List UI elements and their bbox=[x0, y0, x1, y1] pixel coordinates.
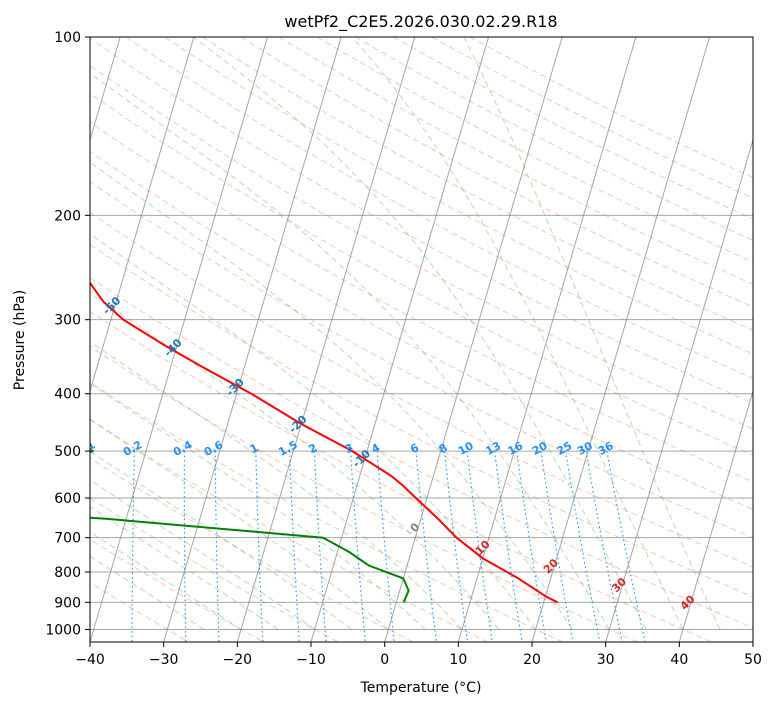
isotherm-line bbox=[90, 37, 195, 393]
moist-adiabat bbox=[90, 382, 426, 630]
x-tick-label: −20 bbox=[223, 652, 253, 668]
dry-adiabat bbox=[278, 37, 753, 285]
dry-adiabat bbox=[90, 244, 753, 598]
y-tick-label: 900 bbox=[54, 595, 81, 611]
x-tick-label: −30 bbox=[149, 652, 179, 668]
mixing-ratio-label: 0.1 bbox=[74, 438, 97, 459]
dry-adiabat bbox=[90, 37, 753, 404]
dry-adiabat bbox=[90, 538, 264, 642]
x-tick-label: 0 bbox=[380, 652, 389, 668]
isotherm-line bbox=[384, 37, 563, 642]
temperature-profile-line bbox=[90, 281, 559, 604]
mixing-ratio-line bbox=[183, 451, 187, 642]
isotherm-line bbox=[90, 37, 121, 142]
mixing-ratio-line bbox=[214, 451, 220, 642]
y-tick-label: 600 bbox=[54, 491, 81, 507]
mixing-ratio-line bbox=[350, 451, 366, 642]
isotherm-line bbox=[90, 37, 269, 642]
dry-adiabat bbox=[90, 212, 753, 568]
dry-adiabat bbox=[164, 37, 753, 355]
y-tick-label: 200 bbox=[54, 208, 81, 224]
mixing-ratio-line bbox=[131, 451, 135, 642]
moist-adiabat bbox=[90, 341, 463, 630]
dry-adiabat bbox=[90, 381, 563, 642]
dry-adiabat bbox=[126, 37, 753, 379]
moist-adiabat bbox=[90, 233, 537, 630]
moist-adiabat bbox=[90, 161, 573, 630]
mixing-ratio-line bbox=[415, 451, 437, 642]
mixing-ratio-label: 30 bbox=[575, 439, 595, 458]
y-tick-label: 300 bbox=[54, 313, 81, 329]
mixing-ratio-label: 36 bbox=[596, 439, 616, 458]
moist-adiabat bbox=[463, 37, 721, 630]
mixing-ratio-label: 13 bbox=[483, 439, 503, 458]
mixing-ratio-line bbox=[444, 451, 469, 642]
mixing-ratio-label: 25 bbox=[555, 439, 575, 458]
isotherm-line bbox=[678, 389, 753, 642]
dry-adiabat bbox=[469, 37, 753, 179]
moist-adiabat bbox=[90, 418, 389, 630]
y-tick-label: 700 bbox=[54, 531, 81, 547]
moist-adiabat bbox=[90, 450, 352, 630]
mixing-ratio-label: 20 bbox=[530, 439, 550, 458]
x-tick-label: 40 bbox=[670, 652, 688, 668]
x-tick-label: −10 bbox=[296, 652, 326, 668]
mixing-ratio-label: 10 bbox=[456, 439, 476, 458]
mixing-ratio-line bbox=[289, 451, 300, 642]
dry-adiabat bbox=[90, 419, 488, 642]
moist-adiabat bbox=[90, 506, 279, 630]
plot-frame bbox=[89, 36, 754, 643]
dry-adiabat bbox=[90, 310, 712, 642]
dry-adiabat bbox=[355, 37, 753, 241]
moist-adiabat bbox=[90, 292, 500, 630]
moist-adiabat bbox=[351, 37, 684, 630]
isotherm-line bbox=[531, 37, 711, 642]
chart-title: wetPf2_C2E5.2026.030.02.29.R18 bbox=[284, 12, 557, 32]
dry-adiabat bbox=[90, 121, 753, 483]
mixing-ratio-line bbox=[376, 451, 395, 642]
mixing-ratio-line bbox=[516, 451, 547, 642]
x-tick-label: 20 bbox=[523, 652, 541, 668]
isotherm-line bbox=[457, 37, 637, 642]
x-tick-label: 50 bbox=[744, 652, 762, 668]
mixing-ratio-line bbox=[255, 451, 264, 642]
isotherm-line bbox=[310, 37, 490, 642]
x-tick-label: 30 bbox=[597, 652, 615, 668]
moist-adiabat bbox=[192, 37, 647, 630]
y-tick-label: 500 bbox=[54, 444, 81, 460]
moist-adiabat bbox=[90, 72, 610, 630]
x-axis-label: Temperature (°C) bbox=[360, 680, 482, 696]
y-tick-label: 800 bbox=[54, 565, 81, 581]
isotherm-line bbox=[605, 138, 753, 642]
y-tick-label: 100 bbox=[54, 30, 81, 46]
mixing-ratio-label: 16 bbox=[506, 439, 526, 458]
dry-adiabat bbox=[90, 181, 753, 539]
y-tick-label: 400 bbox=[54, 387, 81, 403]
mixing-ratio-line bbox=[494, 451, 523, 642]
isotherm-line bbox=[163, 37, 342, 642]
dry-adiabat bbox=[393, 37, 753, 220]
dewpoint-profile-line bbox=[90, 448, 410, 603]
mixing-ratio-line bbox=[313, 451, 327, 642]
mixing-ratio-line bbox=[466, 451, 493, 642]
moist-adiabat bbox=[90, 479, 315, 630]
y-tick-label: 1000 bbox=[45, 622, 81, 638]
dry-adiabat bbox=[90, 64, 753, 430]
x-tick-label: −40 bbox=[75, 652, 105, 668]
dry-adiabat bbox=[202, 37, 753, 331]
y-axis-label: Pressure (hPa) bbox=[12, 290, 28, 390]
dry-adiabat bbox=[90, 92, 753, 456]
x-tick-label: 10 bbox=[449, 652, 467, 668]
isotherm-line bbox=[236, 37, 416, 642]
